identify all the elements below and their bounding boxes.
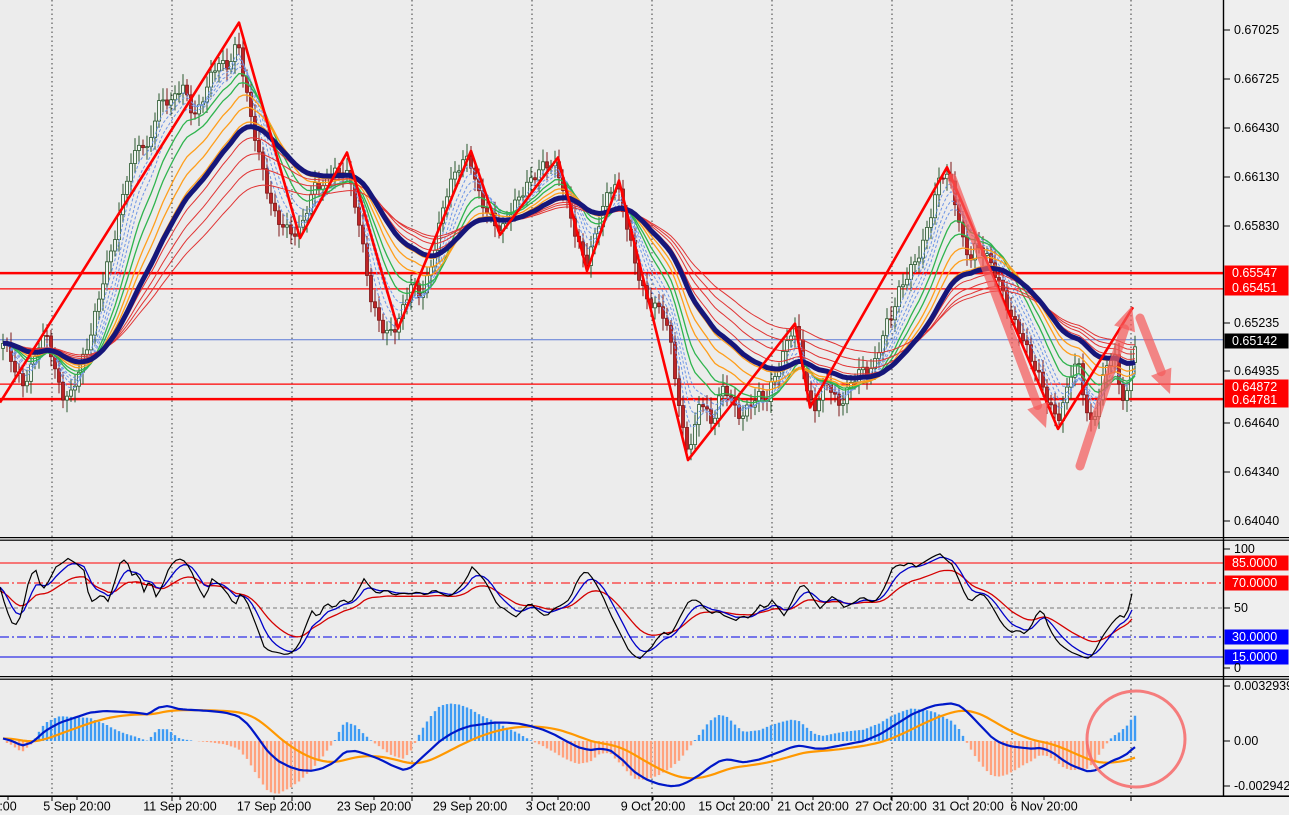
axis-label: 0.64781 [1232,393,1277,407]
time-label: 15 Oct 20:00 [698,800,770,814]
macd-main-line [2,702,1136,788]
ma-line-slow-emas-68 [3,184,1136,356]
arrow-down-right [1135,313,1166,377]
ma-line-long-emas-22 [3,94,1136,391]
axis-label: 0.66725 [1234,72,1279,86]
axis-label: 0.64040 [1234,514,1279,528]
axis-label: 0.00 [1234,734,1258,748]
ma-line-short-emas-4 [2,52,1136,428]
axis-badge-0.65451 [1224,280,1289,296]
time-label: :00 [0,800,17,814]
axis-label: 0.65235 [1234,316,1279,330]
axis-label: 0.64340 [1234,465,1279,479]
panel-separators [0,0,1289,797]
axis-label: 0.65142 [1232,334,1277,348]
axis-badge-0.65547 [1224,265,1289,281]
ma-line-mid-emas-17 [3,82,1136,398]
axis-label: 0.65451 [1232,281,1277,295]
axis-label: -0.0029422 [1234,779,1289,793]
axis-label: 0.0032939 [1234,679,1289,693]
ma-line-long-emas-27 [3,106,1136,384]
axis-label: 0.65830 [1234,219,1279,233]
time-axis-strip [0,797,1289,815]
ma-line-short-emas-10 [3,66,1136,407]
time-label: 3 Oct 20:00 [526,800,591,814]
axis-label: 0.64640 [1234,416,1279,430]
axis-label: 100 [1234,542,1255,556]
arrow-down-left-head [1027,401,1048,428]
axis-badge-0.64781 [1224,392,1289,408]
time-label: 21 Oct 20:00 [777,800,849,814]
ma-line-mid-emas-13 [3,72,1136,404]
axis-badge-85.0000 [1224,555,1289,571]
axis-label: 50 [1234,601,1248,615]
zigzag-line [0,21,1135,462]
oscillator-panel[interactable] [0,553,1223,660]
arrow-up-middle-head [1114,306,1135,333]
time-label: 9 Oct 20:00 [621,800,686,814]
axis-badge-30.0000 [1224,629,1289,645]
axis-badge-70.0000 [1224,575,1289,591]
ma-line-short-emas-6 [2,57,1136,416]
highlight-ellipse [1085,689,1187,789]
time-label: 23 Sep 20:00 [337,800,411,814]
axis-label: 0.64935 [1234,364,1279,378]
axis-badge-15.0000 [1224,649,1289,665]
axis-label: 0.66130 [1234,170,1279,184]
forecast-arrows [947,173,1172,471]
arrow-down-right-head [1151,367,1172,394]
axis-label: 30.0000 [1232,630,1277,644]
axis-badge-0.65142 [1224,333,1289,349]
axis-label: 0 [1234,661,1241,675]
oscillator-slow-line [0,569,1133,643]
axis-label: 85.0000 [1232,556,1277,570]
macd-panel[interactable] [2,689,1187,794]
time-label: 17 Sep 20:00 [237,800,311,814]
axis-label: 70.0000 [1232,576,1277,590]
time-label: 11 Sep 20:00 [143,800,216,814]
time-label: 6 Nov 20:00 [1010,800,1077,814]
oscillator-fast-line [0,553,1133,660]
time-label: 27 Oct 20:00 [855,800,927,814]
time-label: 5 Sep 20:00 [43,800,110,814]
axis-badge-0.64872 [1224,379,1289,395]
axis-label: 0.65547 [1232,266,1277,280]
axis-label: 0.67025 [1234,23,1279,37]
axis-label: 0.66430 [1234,121,1279,135]
time-label: 31 Oct 20:00 [932,800,1004,814]
price-axis: 0.67025 0.66725 0.66430 0.66130 0.65830 0.655… [1224,23,1289,528]
arrow-up-middle [1075,324,1130,471]
main-price-panel[interactable] [0,21,1223,471]
time-label: 29 Sep 20:00 [433,800,507,814]
time-axis: :00 5 Sep 20:00 11 Sep 20:00 17 Sep 20:00 23… [0,797,1132,814]
arrow-down-left [947,173,1043,411]
axis-label: 0.64872 [1232,380,1277,394]
macd-axis: 0.0032939 0.00 -0.0029422 [1224,679,1289,793]
axis-label: 15.0000 [1232,650,1277,664]
